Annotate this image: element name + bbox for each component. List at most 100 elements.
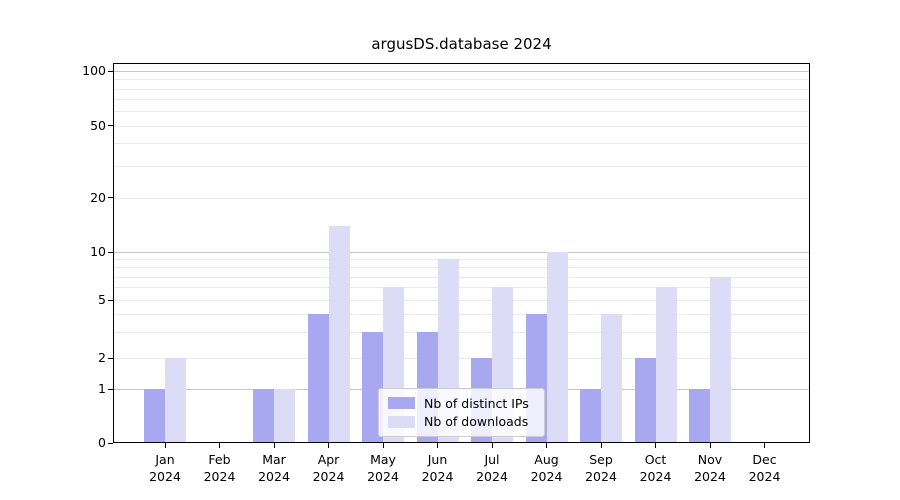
x-tick-label: Sep 2024 [571, 451, 631, 485]
x-tick-label: Nov 2024 [680, 451, 740, 485]
bar-may-distinct-ips [362, 332, 383, 443]
bar-nov-downloads [710, 276, 731, 443]
legend-entry-downloads: Nb of downloads [388, 413, 535, 431]
x-tick-month: May [370, 452, 396, 467]
x-tick-label: Feb 2024 [190, 451, 250, 485]
major-gridline [114, 71, 809, 72]
x-tick-month: Nov [697, 452, 723, 467]
x-tick-mark [164, 443, 166, 448]
minor-gridline [114, 300, 809, 301]
x-tick-year: 2024 [367, 469, 399, 484]
x-tick-year: 2024 [312, 469, 345, 484]
y-tick-label: 5 [98, 292, 106, 307]
x-tick-label: Jan 2024 [135, 451, 195, 485]
legend: Nb of distinct IPs Nb of downloads [378, 388, 545, 437]
legend-entry-distinct-ips: Nb of distinct IPs [388, 394, 535, 412]
minor-gridline [114, 197, 809, 199]
x-tick-mark [600, 443, 602, 448]
legend-label-distinct-ips: Nb of distinct IPs [424, 395, 529, 411]
x-tick-month: Feb [208, 452, 231, 467]
plot-area-border [113, 63, 810, 443]
legend-label-downloads: Nb of downloads [424, 414, 529, 430]
x-tick-year: 2024 [530, 469, 563, 484]
y-tick-label: 10 [90, 244, 106, 259]
minor-gridline [114, 276, 809, 278]
x-tick-mark [382, 443, 384, 448]
minor-gridline [114, 259, 809, 261]
minor-gridline [114, 165, 809, 167]
x-tick-month: Jan [155, 452, 175, 467]
bar-nov-distinct-ips [689, 389, 710, 443]
x-tick-label: Aug 2024 [517, 451, 577, 485]
y-tick-mark [108, 388, 113, 390]
y-tick-label: 20 [90, 189, 106, 205]
y-tick-mark [108, 197, 113, 199]
minor-gridline [114, 111, 809, 113]
bar-mar-distinct-ips [253, 389, 274, 443]
y-tick-label: 2 [98, 350, 106, 365]
x-tick-month: Mar [262, 452, 286, 467]
bar-jan-downloads [165, 358, 186, 443]
y-tick-mark [108, 251, 113, 253]
y-tick-mark [108, 125, 113, 127]
x-tick-label: Jun 2024 [408, 451, 468, 485]
y-tick-label: 1 [98, 381, 106, 396]
bar-jan-distinct-ips [144, 389, 165, 443]
x-tick-month: Aug [534, 452, 559, 467]
x-tick-mark [437, 443, 439, 448]
bar-sep-distinct-ips [580, 389, 601, 443]
chart-title: argusDS.database 2024 [371, 35, 552, 53]
y-tick-mark [108, 70, 113, 72]
y-tick-mark [108, 442, 113, 444]
minor-gridline [114, 287, 809, 289]
x-tick-month: Jun [427, 452, 448, 467]
x-tick-month: Sep [589, 452, 613, 467]
x-tick-month: Apr [317, 452, 340, 467]
x-tick-month: Jul [484, 452, 500, 467]
bar-oct-downloads [655, 287, 677, 443]
minor-gridline [114, 358, 809, 359]
x-tick-year: 2024 [694, 469, 726, 484]
minor-gridline [114, 314, 809, 316]
minor-gridline [114, 267, 809, 269]
bar-apr-distinct-ips [307, 314, 329, 443]
x-tick-label: Oct 2024 [626, 451, 686, 485]
bar-mar-downloads [274, 389, 295, 443]
x-tick-mark [546, 443, 548, 448]
x-tick-year: 2024 [203, 469, 236, 484]
legend-swatch-downloads [388, 415, 415, 428]
x-tick-month: Oct [644, 452, 667, 467]
bar-oct-distinct-ips [634, 358, 656, 443]
x-tick-label: Dec 2024 [735, 451, 795, 485]
x-tick-year: 2024 [585, 469, 617, 484]
major-gridline [114, 252, 809, 253]
x-tick-year: 2024 [149, 469, 181, 484]
x-tick-year: 2024 [258, 469, 290, 484]
x-tick-mark [491, 443, 493, 448]
x-tick-year: 2024 [748, 469, 781, 484]
minor-gridline [114, 79, 809, 81]
minor-gridline [114, 99, 809, 101]
x-tick-mark [709, 443, 711, 448]
x-tick-mark [328, 443, 330, 448]
minor-gridline [114, 332, 809, 334]
legend-swatch-distinct-ips [388, 397, 415, 410]
bar-apr-downloads [328, 225, 350, 443]
x-tick-month: Dec [752, 452, 777, 467]
y-tick-mark [108, 299, 113, 301]
y-tick-mark [108, 357, 113, 359]
minor-gridline [114, 88, 809, 90]
x-tick-label: Mar 2024 [244, 451, 304, 485]
bar-aug-downloads [546, 252, 568, 443]
y-tick-label: 0 [98, 435, 106, 450]
x-tick-mark [273, 443, 275, 448]
x-tick-year: 2024 [421, 469, 454, 484]
x-tick-label: Jul 2024 [462, 451, 522, 485]
x-tick-mark [219, 443, 221, 448]
minor-gridline [114, 143, 809, 145]
x-tick-label: May 2024 [353, 451, 413, 485]
y-tick-label: 50 [90, 117, 106, 133]
minor-gridline [114, 125, 809, 127]
x-tick-year: 2024 [476, 469, 508, 484]
